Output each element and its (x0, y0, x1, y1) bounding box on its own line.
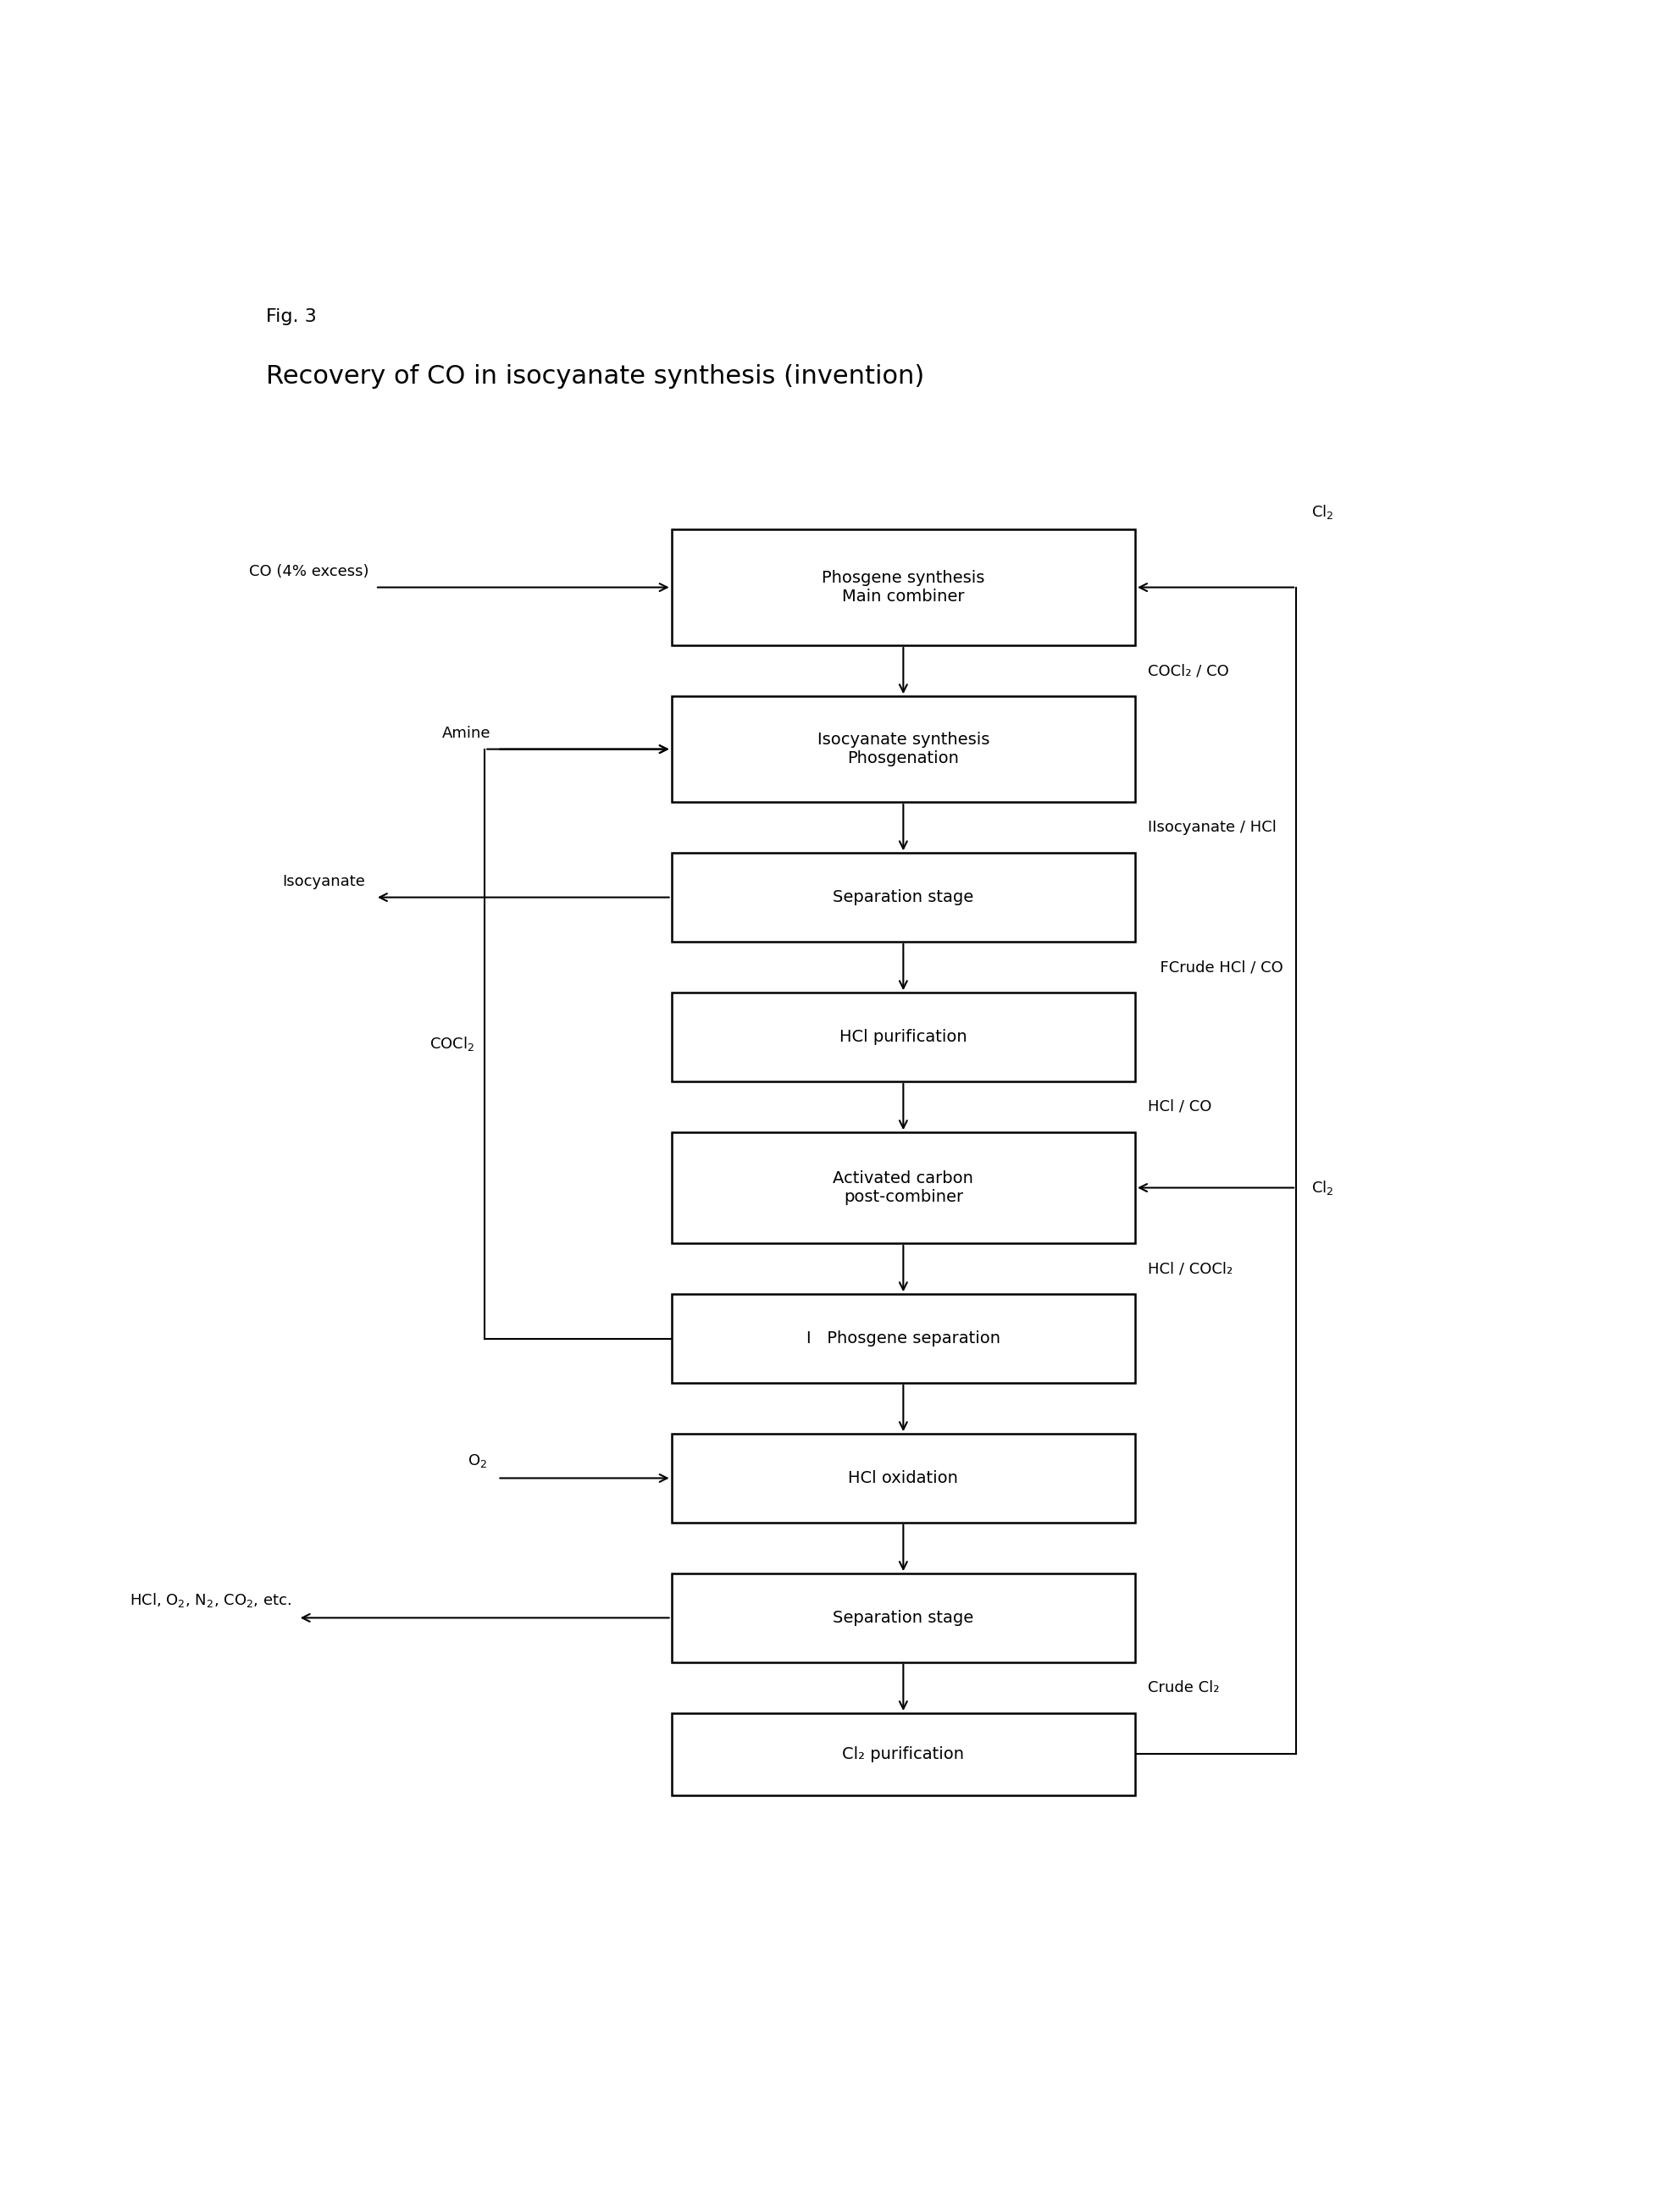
Text: CO (4% excess): CO (4% excess) (249, 564, 369, 580)
Bar (671, 1433, 1135, 1522)
Bar (671, 993, 1135, 1082)
Text: Fig. 3: Fig. 3 (266, 307, 316, 325)
Text: Separation stage: Separation stage (833, 889, 974, 905)
Bar (671, 854, 1135, 942)
Text: Cl$_2$: Cl$_2$ (1311, 1179, 1335, 1197)
Text: Crude Cl₂: Crude Cl₂ (1148, 1681, 1220, 1694)
Bar (671, 529, 1135, 646)
Text: HCl purification: HCl purification (839, 1029, 967, 1044)
Bar (671, 1573, 1135, 1661)
Text: COCl₂ / CO: COCl₂ / CO (1148, 664, 1230, 679)
Text: Isocyanate: Isocyanate (283, 874, 366, 889)
Text: Cl$_2$: Cl$_2$ (1311, 502, 1335, 522)
Bar (671, 697, 1135, 803)
Text: Amine: Amine (442, 726, 492, 741)
Text: COCl$_2$: COCl$_2$ (429, 1035, 474, 1053)
Text: HCl oxidation: HCl oxidation (848, 1471, 959, 1486)
Bar (671, 1294, 1135, 1382)
Text: O$_2$: O$_2$ (467, 1453, 487, 1469)
Text: HCl / COCl₂: HCl / COCl₂ (1148, 1261, 1233, 1276)
Text: HCl, O$_2$, N$_2$, CO$_2$, etc.: HCl, O$_2$, N$_2$, CO$_2$, etc. (130, 1590, 291, 1610)
Text: Activated carbon
post-combiner: Activated carbon post-combiner (833, 1170, 974, 1206)
Text: I   Phosgene separation: I Phosgene separation (806, 1329, 1001, 1347)
Text: FCrude HCl / CO: FCrude HCl / CO (1148, 960, 1283, 975)
Bar (671, 1712, 1135, 1794)
Text: Isocyanate synthesis
Phosgenation: Isocyanate synthesis Phosgenation (818, 732, 989, 768)
Text: Recovery of CO in isocyanate synthesis (invention): Recovery of CO in isocyanate synthesis (… (266, 365, 924, 389)
Text: Separation stage: Separation stage (833, 1610, 974, 1626)
Text: Phosgene synthesis
Main combiner: Phosgene synthesis Main combiner (821, 571, 986, 604)
Text: Cl₂ purification: Cl₂ purification (843, 1745, 964, 1763)
Text: HCl / CO: HCl / CO (1148, 1099, 1212, 1115)
Bar (671, 1133, 1135, 1243)
Text: IIsocyanate / HCl: IIsocyanate / HCl (1148, 821, 1276, 836)
